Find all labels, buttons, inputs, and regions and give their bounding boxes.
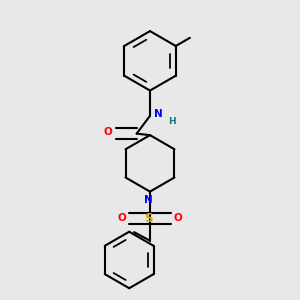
Text: N: N: [154, 109, 163, 119]
Text: H: H: [168, 117, 176, 126]
Text: S: S: [144, 212, 153, 225]
Text: O: O: [118, 213, 126, 224]
Text: O: O: [103, 127, 112, 137]
Text: N: N: [144, 195, 153, 205]
Text: O: O: [174, 213, 182, 224]
